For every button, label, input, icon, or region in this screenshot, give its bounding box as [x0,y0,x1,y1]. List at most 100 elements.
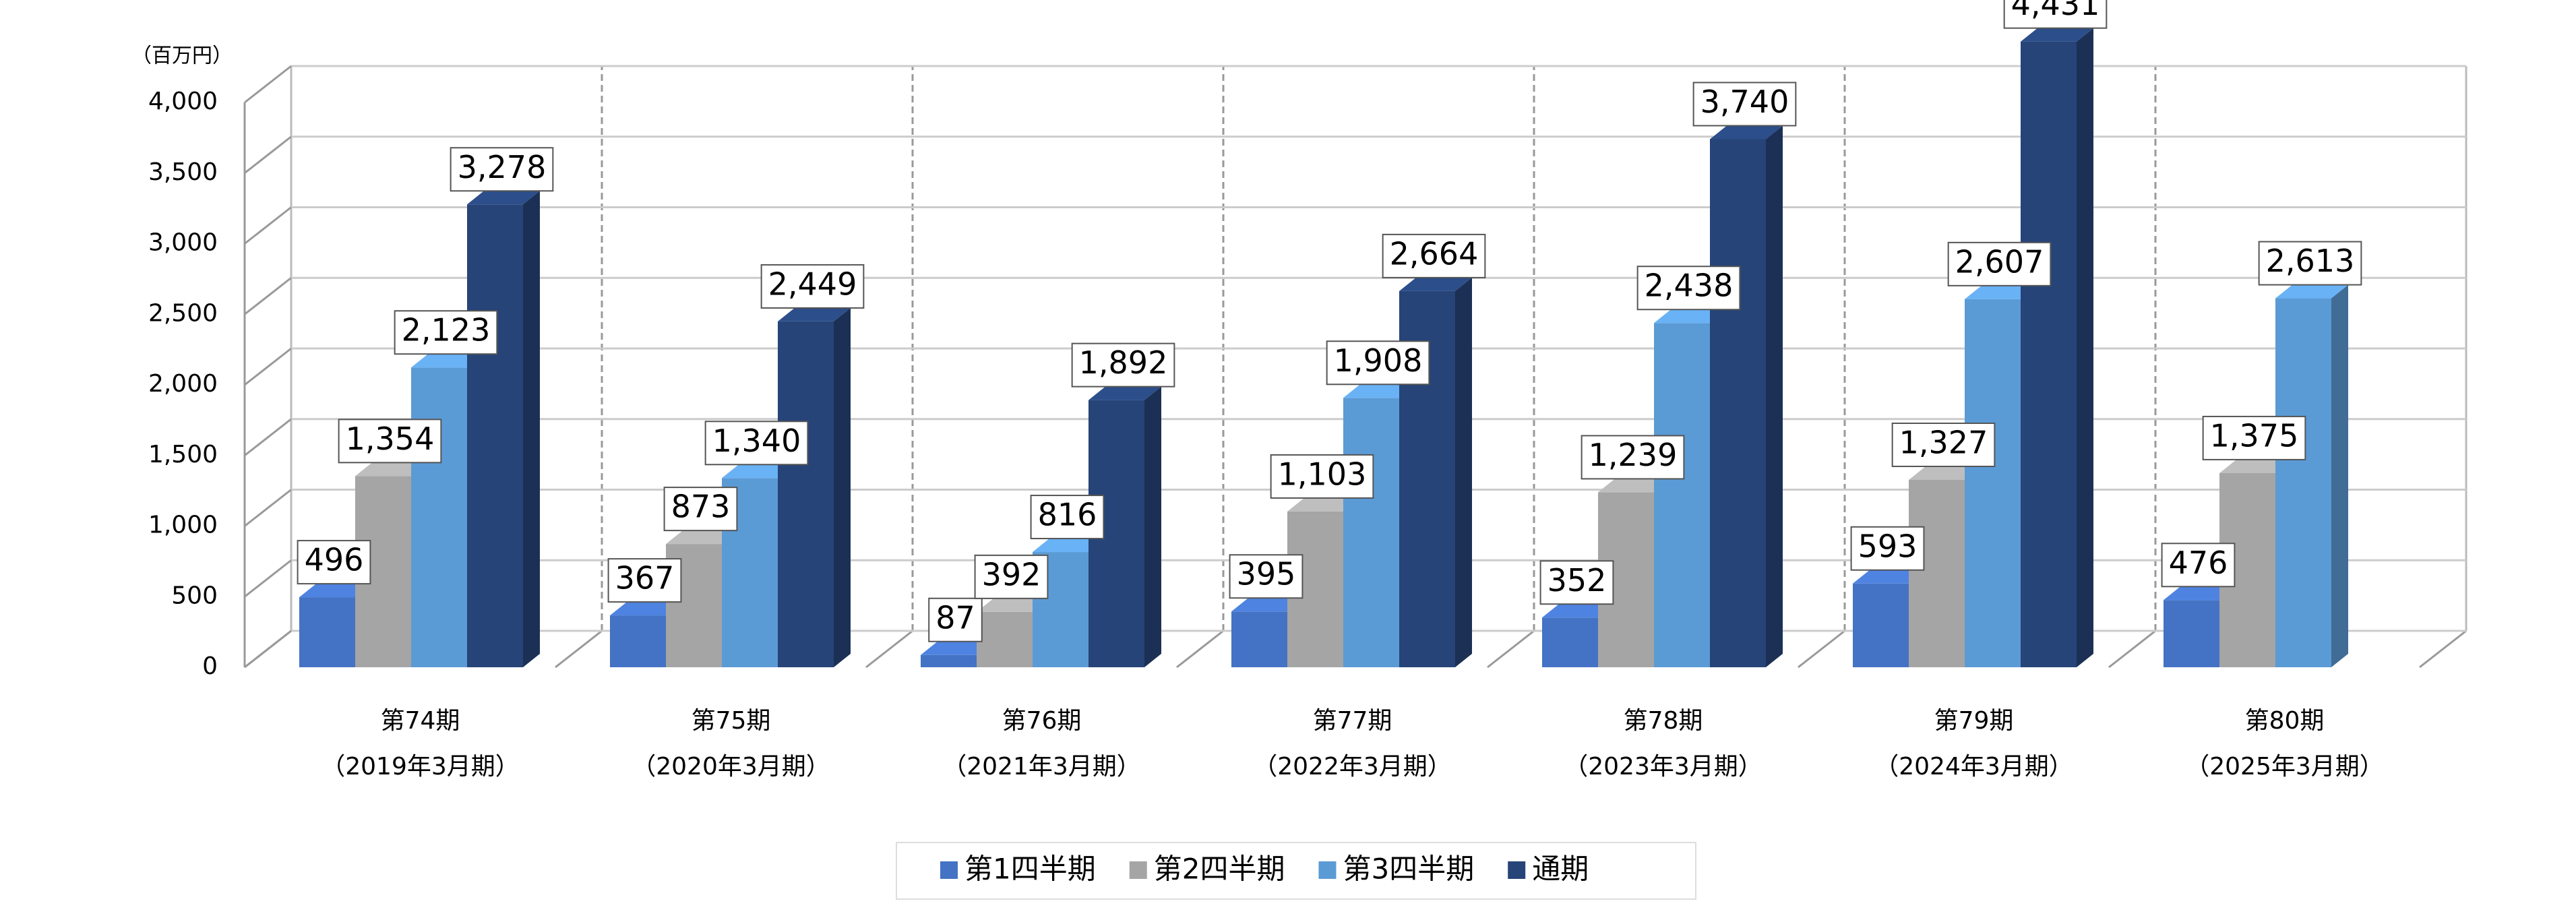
bar-front [467,204,523,667]
data-label: 2,438 [1645,268,1734,304]
y-tick-label: 0 [202,652,218,680]
data-label-box [1326,340,1430,386]
bar-front [1231,611,1287,667]
data-label-box [1636,266,1741,311]
bar-top [1033,539,1105,553]
bar [2021,28,2093,667]
x-tick-label: （2020年3月期） [632,753,830,780]
bar-top [1598,479,1671,493]
legend-label: 第1四半期 [964,853,1096,886]
side-grid-line [244,135,292,174]
bar-top [1710,125,1783,140]
x-tick-label: 第79期 [1934,707,2014,735]
data-label: 496 [305,542,364,578]
data-label-box [1382,233,1486,278]
bar-top [411,354,484,368]
data-label: 1,327 [1899,424,1988,460]
data-label: 2,607 [1955,243,2044,280]
bar-side [523,191,540,667]
bar [610,602,683,667]
y-tick-label: 4,000 [148,88,218,115]
y-tick-label: 3,500 [148,158,218,186]
bar-top [2021,28,2093,42]
bar-side [1766,125,1783,668]
bar-top [1088,386,1161,400]
data-label: 873 [671,489,731,525]
bar-top [1965,285,2037,299]
data-label: 4,431 [2011,0,2100,22]
bar [1231,598,1304,667]
data-label: 1,354 [346,421,435,457]
y-tick-label: 1,500 [148,441,218,468]
bar-side [2077,28,2093,667]
side-grid-line [244,418,292,456]
data-label-box [1891,422,1996,467]
x-tick-label: （2023年3月期） [1564,753,1762,780]
bar-top [1343,384,1416,398]
bar-front [1853,583,1909,667]
data-label: 2,664 [1390,235,1479,272]
bar [467,191,540,667]
data-label: 593 [1858,528,1918,564]
bar-front [1542,617,1598,667]
bar-top [299,584,372,598]
x-tick-label: 第74期 [381,707,460,735]
data-label: 395 [1237,556,1296,592]
side-grid-line [244,206,292,245]
bar-side [1455,277,1472,668]
y-tick-label: 2,000 [148,370,218,398]
data-label-box [2202,415,2306,460]
x-tick-label: （2025年3月期） [2185,753,2384,780]
x-tick-label: （2024年3月期） [1874,753,2073,780]
legend-label: 通期 [1532,853,1589,886]
floor-divider [1798,630,1845,669]
side-grid-line [244,347,292,386]
side-grid-line [244,489,292,527]
floor-divider [1176,630,1224,669]
bar-front [1965,299,2021,667]
data-label: 2,449 [768,266,857,302]
data-label: 3,740 [1700,84,1789,120]
bar-front [921,654,977,667]
bar-top [610,602,683,616]
data-label-box [928,597,983,642]
x-tick-label: 第76期 [1002,707,1082,735]
bar-front [2275,298,2331,667]
data-label-box [1270,454,1374,499]
bar-front [778,321,834,667]
bar [2275,284,2348,667]
legend-swatch [1318,861,1337,879]
data-label-box [704,421,809,466]
data-label-box [1581,435,1685,480]
legend-label: 第3四半期 [1343,853,1474,886]
bar-top [1399,277,1472,291]
data-label: 2,123 [402,312,491,348]
bar-top [1287,497,1360,512]
data-label-box [663,487,738,532]
data-label: 352 [1547,562,1607,599]
data-label: 816 [1038,497,1097,533]
x-tick-label: （2022年3月期） [1253,753,1452,780]
bar-top [778,307,851,321]
bar [1710,125,1783,668]
bar-side [1144,386,1161,667]
bar-front [1654,323,1710,667]
data-label: 1,239 [1589,437,1678,473]
bar-top [921,641,993,655]
bar-front [2164,600,2219,667]
y-tick-label: 1,000 [148,512,218,539]
y-tick-label: 3,000 [148,229,218,257]
x-tick-label: 第78期 [1624,707,1703,735]
data-label-box [394,310,498,355]
data-label-box [1947,241,2052,286]
data-label: 1,908 [1334,342,1423,379]
data-label-box [338,419,442,464]
y-tick-label: 500 [171,582,218,609]
side-grid-line [244,630,292,669]
data-label: 476 [2169,545,2228,581]
legend-box [896,842,1696,900]
x-tick-label: 第80期 [2245,707,2325,735]
data-label: 87 [936,599,975,636]
bar-front [411,367,467,667]
